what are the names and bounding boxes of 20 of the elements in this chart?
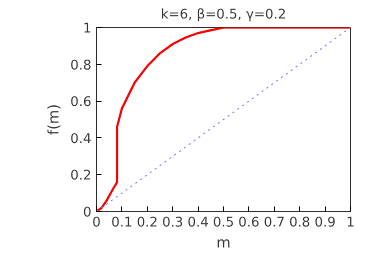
y-tick-label: 0.2 <box>70 168 92 184</box>
y-tick-label: 1 <box>83 22 92 36</box>
line-series <box>96 28 350 212</box>
x-tick-label: 0.7 <box>264 216 285 230</box>
x-tick-label: 0.6 <box>238 216 260 230</box>
chart-title: k=6, β=0.5, γ=0.2 <box>160 8 286 22</box>
x-tick-label: 0.8 <box>289 216 310 230</box>
x-tick-label: 0.9 <box>314 216 336 230</box>
x-tick-label: 0.5 <box>212 216 234 230</box>
y-tick-label: 0 <box>83 206 92 220</box>
y-tick-label: 0.8 <box>70 58 92 74</box>
x-tick-label: 1 <box>346 216 355 230</box>
x-tick-label: 0.1 <box>111 216 133 230</box>
y-tick-label: 0.4 <box>70 132 92 147</box>
x-tick-label: 0.4 <box>188 216 209 230</box>
y-axis-title: f(m) <box>45 104 62 135</box>
x-axis-title: m <box>216 234 231 252</box>
x-tick-label: 0.3 <box>162 216 184 230</box>
x-tick-label: 0.2 <box>136 216 158 230</box>
y-tick-label: 0.6 <box>70 95 92 110</box>
